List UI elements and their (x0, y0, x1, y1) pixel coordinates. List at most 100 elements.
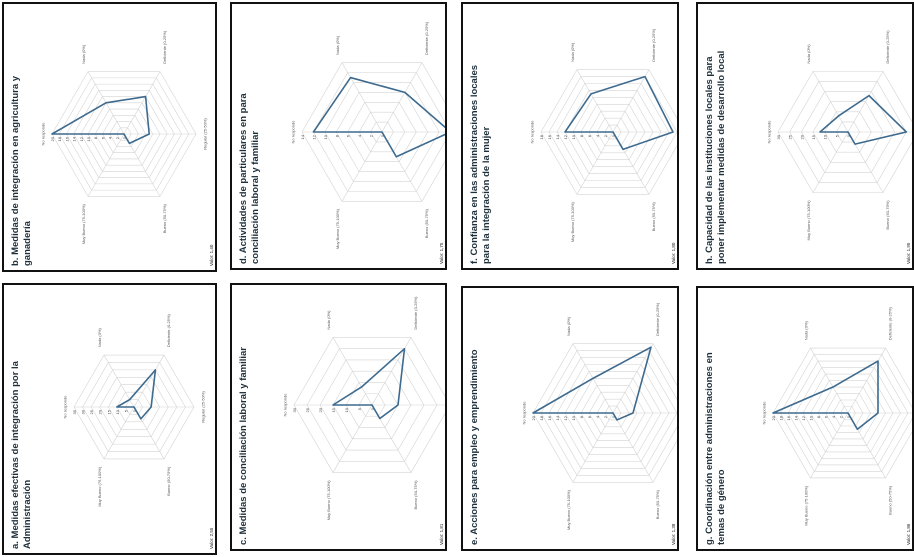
radar-tick-label: 10 (571, 134, 576, 139)
radar-axis-label: Deficiente (0-25%) (424, 21, 429, 55)
radar-tick-label: 18 (779, 415, 784, 420)
radar-axis-label: Bueno (50-75%) (888, 485, 893, 515)
radar-axis-label: No responde (530, 120, 535, 144)
radar-tick-label: 10 (86, 136, 91, 141)
chart-title: b. Medidas de integración en agricultura… (10, 75, 21, 266)
panel-g: 20 18 16 14 12 10 8 6 4 2 0 No responde Nada (0%) Def… (696, 286, 914, 551)
radar-tick-label: 10 (344, 407, 349, 412)
chart-title: g. Coordinación entre administraciones e… (704, 352, 715, 545)
radar-tick-label: 18 (57, 136, 62, 141)
radar-series-polygon (564, 75, 674, 151)
radar-tick-label: 16 (547, 134, 552, 139)
chart-title: conciliación laboral y familiar (250, 131, 261, 264)
radar-axis-label: Deficiente (0-25%) (162, 30, 167, 64)
radar-axis-label: Nada (0%) (81, 44, 86, 64)
radar-tick-label: 2 (369, 134, 374, 137)
chart-title: poner implementar medidas de desarrollo … (716, 51, 727, 264)
radar-axis-label: Muy Bueno (75-100%) (804, 485, 809, 526)
radar-spoke (576, 131, 614, 195)
radar-tick-label: 4 (108, 136, 113, 139)
radar-axis-label: No responde (762, 401, 767, 425)
chart-value-label: Valor: 1,86 (906, 523, 911, 545)
radar-spoke (332, 337, 373, 406)
radar-axis-label: Muy Bueno (75-100%) (806, 200, 811, 241)
chart-value-label: Valor: 1,38 (671, 523, 676, 545)
radar-tick-label: 18 (539, 415, 544, 420)
radar-axis-label: Muy Bueno (75-100%) (335, 208, 340, 249)
chart-title: para la integración de la mujer (481, 126, 492, 264)
radar-tick-label: 14 (794, 415, 799, 420)
radar-axis-label: Nada (0%) (97, 327, 102, 347)
radar-spoke (576, 69, 614, 133)
radar-tick-label: 25 (89, 409, 94, 414)
radar-spoke (810, 347, 849, 414)
radar-tick-label: 16 (64, 136, 69, 141)
radar-spoke (123, 133, 161, 197)
radar-tick-label: 6 (587, 134, 592, 137)
radar-axis-label: Muy Bueno (75-100%) (566, 489, 571, 530)
radar-tick-label: 8 (816, 415, 821, 418)
radar-tick-label: 0 (132, 409, 137, 412)
radar-axis-label: Muy Bueno (75-100%) (81, 203, 86, 244)
radar-axis-label: Muy Bueno (75-100%) (97, 466, 102, 507)
radar-tick-label: 0 (380, 134, 385, 137)
radar-tick-label: 0 (846, 415, 851, 418)
radar-series-polygon (819, 94, 908, 145)
radar-tick-label: 25 (305, 407, 310, 412)
radar-chart-d: 14 12 10 8 6 4 2 0 No responde Nada (0%) Deficient… (238, 21, 445, 264)
radar-series-polygon (51, 95, 150, 145)
radar-tick-label: 10 (823, 134, 828, 139)
radar-tick-label: 15 (811, 134, 816, 139)
radar-axis-label: No responde (63, 395, 68, 419)
radar-tick-label: 8 (579, 415, 584, 418)
radar-tick-label: 2 (115, 136, 120, 139)
radar-spoke (612, 343, 654, 414)
radar-tick-label: 25 (788, 134, 793, 139)
radar-axis-label: No responde (41, 122, 46, 146)
radar-chart-c: 30 25 20 15 10 5 0 No responde Nada (0%) Deficien… (238, 296, 445, 545)
radar-grid-ring (532, 343, 677, 483)
radar-spoke (103, 406, 135, 460)
radar-tick-label: 4 (357, 134, 362, 137)
radar-tick-label: 5 (123, 409, 128, 412)
radar-tick-label: 5 (834, 134, 839, 137)
radar-tick-label: 35 (72, 409, 77, 414)
radar-tick-label: 20 (771, 415, 776, 420)
radar-spoke (341, 62, 383, 133)
radar-axis-label: Regular (25-50%) (201, 391, 206, 423)
radar-tick-label: 16 (786, 415, 791, 420)
radar-chart-a: 35 30 25 20 15 10 5 0 No responde Nada (0%) Defici… (10, 313, 214, 549)
panel-c: 30 25 20 15 10 5 0 No responde Nada (0%) Deficien… (230, 283, 447, 551)
radar-series-polygon (312, 76, 445, 158)
radar-tick-label: 10 (809, 415, 814, 420)
radar-spoke (87, 133, 125, 197)
chart-title: c. Medidas de conciliación laboral y fam… (238, 347, 249, 545)
radar-spoke (812, 71, 849, 133)
radar-spoke (847, 71, 884, 133)
radar-axis-label: Nada (0%) (570, 42, 575, 62)
radar-tick-label: 0 (611, 415, 616, 418)
radar-tick-label: 14 (555, 415, 560, 420)
radar-axis-label: Nada (0%) (806, 44, 811, 64)
radar-tick-label: 6 (346, 134, 351, 137)
radar-spoke (133, 354, 165, 408)
radar-tick-label: 14 (300, 134, 305, 139)
radar-tick-label: 30 (81, 409, 86, 414)
radar-tick-label: 4 (595, 134, 600, 137)
panel-h: 30 25 20 15 10 5 0 No responde Nada (0%) Deficien… (696, 2, 914, 270)
radar-axis-label: Muy Bueno (75-100%) (570, 201, 575, 242)
radar-spoke (381, 62, 423, 133)
radar-spoke (847, 347, 886, 414)
radar-spoke (612, 69, 650, 133)
radar-axis-label: Deficiente (0-25%) (166, 313, 171, 347)
radar-axis-label: Deficiente (0-25%) (885, 30, 890, 64)
radar-axis-label: No responde (283, 393, 288, 417)
radar-spoke (123, 71, 161, 135)
radar-tick-label: 8 (93, 136, 98, 139)
radar-tick-label: 18 (539, 134, 544, 139)
radar-spoke (812, 131, 849, 193)
radar-series-polygon (332, 347, 406, 420)
radar-tick-label: 20 (531, 415, 536, 420)
